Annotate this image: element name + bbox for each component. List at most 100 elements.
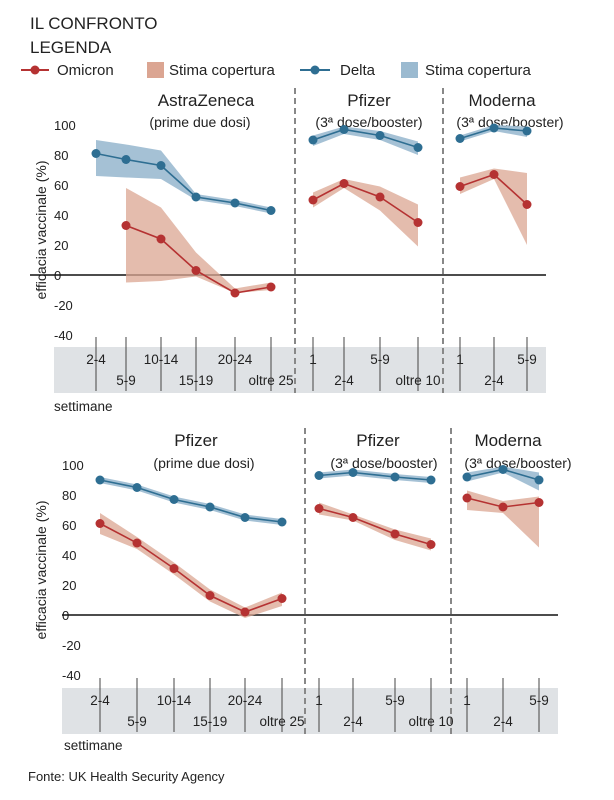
panel-title: Pfizer <box>174 431 218 450</box>
data-point-delta <box>413 143 423 152</box>
panel-subtitle: (3ª dose/booster) <box>315 114 422 130</box>
confidence-band-delta <box>96 140 271 214</box>
data-point-delta <box>348 468 358 477</box>
data-point-omicron <box>462 493 472 503</box>
data-point-delta <box>156 161 166 170</box>
panel-title: AstraZeneca <box>158 91 255 110</box>
x-tick-label: oltre 10 <box>395 373 440 388</box>
data-point-delta <box>489 123 499 133</box>
confidence-band-omicron <box>460 168 527 245</box>
y-tick-label: 60 <box>62 518 76 533</box>
data-point-omicron <box>205 591 215 600</box>
x-axis-label: settimane <box>64 738 123 753</box>
x-tick-label: 20-24 <box>218 352 253 367</box>
x-tick-label: 2-4 <box>493 714 513 729</box>
y-tick-label: 20 <box>62 578 76 593</box>
x-tick-label: 15-19 <box>179 373 214 388</box>
data-point-omicron <box>534 498 544 507</box>
data-point-delta <box>91 149 101 158</box>
legend-delta-label: Delta <box>340 62 376 79</box>
legend-omicron-band-label: Stima copertura <box>169 62 276 79</box>
x-tick-label: oltre 25 <box>248 373 293 388</box>
data-point-omicron <box>191 266 201 275</box>
x-tick-label: 5-9 <box>517 352 537 367</box>
x-tick-label: 2-4 <box>343 714 363 729</box>
data-point-omicron <box>498 502 508 512</box>
y-tick-label: -40 <box>62 668 81 683</box>
y-tick-label: 100 <box>54 118 76 133</box>
confidence-band-omicron <box>100 513 282 618</box>
data-point-delta <box>314 471 324 480</box>
y-tick-label: -20 <box>54 298 73 313</box>
x-tick-label: 1 <box>456 352 464 367</box>
panel-1: Pfizer (prime due dosi) 2-4 5-9 10-1415-1920… <box>90 431 305 732</box>
figure-title: IL CONFRONTO <box>30 14 158 33</box>
x-tick-label: 2-4 <box>334 373 354 388</box>
data-point-omicron <box>390 529 400 539</box>
panel-title: Moderna <box>474 431 542 450</box>
y-tick-label: 80 <box>54 148 68 163</box>
data-point-delta <box>266 206 276 215</box>
data-point-omicron <box>156 234 166 244</box>
series-line-delta <box>95 152 272 212</box>
x-tick-label: 2-4 <box>86 352 106 367</box>
y-tick-label: 80 <box>62 488 76 503</box>
data-point-delta <box>308 135 318 145</box>
data-point-omicron <box>314 504 324 513</box>
legend-heading: LEGENDA <box>30 38 112 57</box>
legend-omicron-band-swatch <box>147 62 164 78</box>
panel-3: Moderna (3ª dose/booster) 1 2-4 5-9 <box>462 431 572 732</box>
data-point-delta <box>277 517 287 527</box>
legend: Omicron Stima copertura Delta Stima cope… <box>21 62 532 79</box>
data-point-delta <box>230 198 240 208</box>
data-point-omicron <box>132 538 142 548</box>
legend-delta-band-label: Stima copertura <box>425 62 532 79</box>
y-tick-label: -40 <box>54 328 73 343</box>
x-axis-label: settimane <box>54 399 113 414</box>
panel-subtitle: (3ª dose/booster) <box>330 455 437 471</box>
panel-1: AstraZeneca (prime due dosi) 2-4 5-9 10-1415… <box>86 91 294 391</box>
data-point-delta <box>426 475 436 485</box>
confidence-band-delta <box>319 469 431 483</box>
confidence-band-delta <box>313 126 418 155</box>
x-tick-label: 5-9 <box>385 693 405 708</box>
data-point-delta <box>132 483 142 492</box>
data-point-omicron <box>413 218 423 227</box>
data-point-omicron <box>230 288 240 298</box>
x-tick-label: 5-9 <box>127 714 147 729</box>
data-point-omicron <box>348 513 358 522</box>
x-tick-label: 20-24 <box>228 693 263 708</box>
data-point-delta <box>455 134 465 143</box>
panel-title: Pfizer <box>347 91 391 110</box>
y-axis-label: efficacia vaccinale (%) <box>33 160 49 299</box>
data-point-delta <box>462 472 472 482</box>
x-tick-label: 5-9 <box>116 373 136 388</box>
data-point-omicron <box>121 221 131 230</box>
data-point-omicron <box>455 182 465 191</box>
data-point-delta <box>375 131 385 140</box>
data-point-delta <box>240 513 250 522</box>
x-tick-label: oltre 10 <box>408 714 453 729</box>
panel-subtitle: (3ª dose/booster) <box>464 455 571 471</box>
legend-omicron-label: Omicron <box>57 62 114 79</box>
x-tick-label: 1 <box>309 352 317 367</box>
data-point-delta <box>191 192 201 202</box>
confidence-band-delta <box>100 477 282 525</box>
data-point-delta <box>498 465 508 474</box>
panel-title: Pfizer <box>356 431 400 450</box>
series-line-omicron <box>312 182 419 224</box>
data-point-omicron <box>522 200 532 209</box>
legend-delta-marker-icon <box>310 65 320 75</box>
panel-subtitle: (prime due dosi) <box>153 455 254 471</box>
confidence-band-omicron <box>467 490 539 548</box>
x-tick-label: 1 <box>463 693 471 708</box>
data-point-omicron <box>266 282 276 292</box>
confidence-band-omicron <box>126 188 271 293</box>
source-note: Fonte: UK Health Security Agency <box>28 769 225 784</box>
x-tick-label: 5-9 <box>370 352 390 367</box>
x-tick-label: 15-19 <box>193 714 228 729</box>
legend-omicron-marker-icon <box>30 65 40 75</box>
